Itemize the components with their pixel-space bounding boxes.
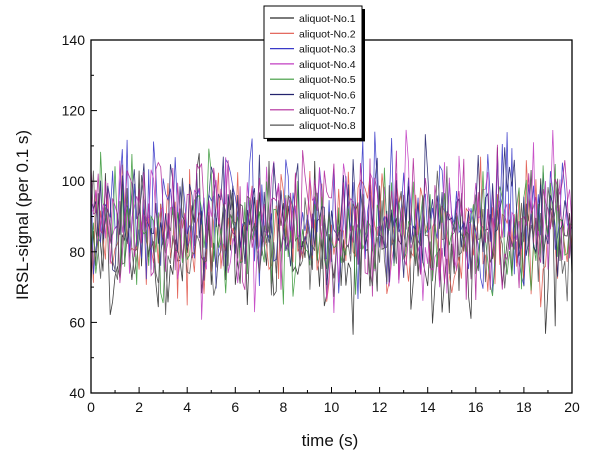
legend-label-8: aliquot-No.8 <box>299 120 356 132</box>
y-tick-label: 100 <box>62 173 86 189</box>
legend-label-1: aliquot-No.1 <box>299 13 356 25</box>
series-line-6 <box>90 134 573 286</box>
x-tick-label: 16 <box>468 399 484 415</box>
x-tick-label: 0 <box>87 399 95 415</box>
x-tick-label: 8 <box>280 399 288 415</box>
legend-box <box>263 5 363 139</box>
x-tick-label: 2 <box>135 399 143 415</box>
y-tick-label: 80 <box>69 244 85 260</box>
x-tick-label: 10 <box>324 399 340 415</box>
y-tick-label: 60 <box>69 314 85 330</box>
x-tick-label: 18 <box>516 399 532 415</box>
y-tick-label: 120 <box>62 103 86 119</box>
plot-lines <box>90 129 573 335</box>
legend-label-3: aliquot-No.3 <box>299 44 356 56</box>
y-axis-label: IRSL-signal (per 0.1 s) <box>13 130 32 300</box>
x-tick-label: 20 <box>564 399 580 415</box>
legend-label-4: aliquot-No.4 <box>299 59 356 71</box>
legend-label-5: aliquot-No.5 <box>299 74 356 86</box>
legend-label-2: aliquot-No.2 <box>299 28 356 40</box>
y-tick-label: 40 <box>69 385 85 401</box>
legend-label-7: aliquot-No.7 <box>299 105 356 117</box>
x-tick-label: 12 <box>372 399 388 415</box>
x-tick-label: 14 <box>420 399 436 415</box>
series-line-7 <box>90 144 573 301</box>
legend: aliquot-No.1 aliquot-No.2 aliquot-No.3 aliq… <box>263 5 365 142</box>
x-tick-label: 4 <box>183 399 191 415</box>
series-line-8 <box>90 166 573 316</box>
x-axis-label: time (s) <box>302 431 359 450</box>
y-tick-label: 140 <box>62 32 86 48</box>
x-tick-label: 6 <box>231 399 239 415</box>
legend-label-6: aliquot-No.6 <box>299 90 356 102</box>
